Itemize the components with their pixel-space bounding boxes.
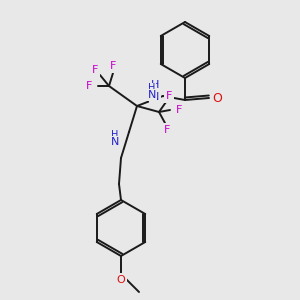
- Text: F: F: [110, 61, 116, 71]
- Text: O: O: [212, 92, 222, 104]
- Text: F: F: [86, 81, 92, 91]
- Text: H: H: [148, 83, 156, 93]
- Text: H
N: H N: [151, 80, 159, 102]
- Text: F: F: [164, 125, 170, 135]
- Text: F: F: [166, 91, 172, 101]
- Text: O: O: [117, 275, 125, 285]
- Text: F: F: [176, 105, 182, 115]
- Text: N: N: [111, 137, 119, 147]
- Text: H: H: [111, 130, 119, 140]
- Text: F: F: [92, 65, 98, 75]
- Text: N: N: [148, 90, 156, 100]
